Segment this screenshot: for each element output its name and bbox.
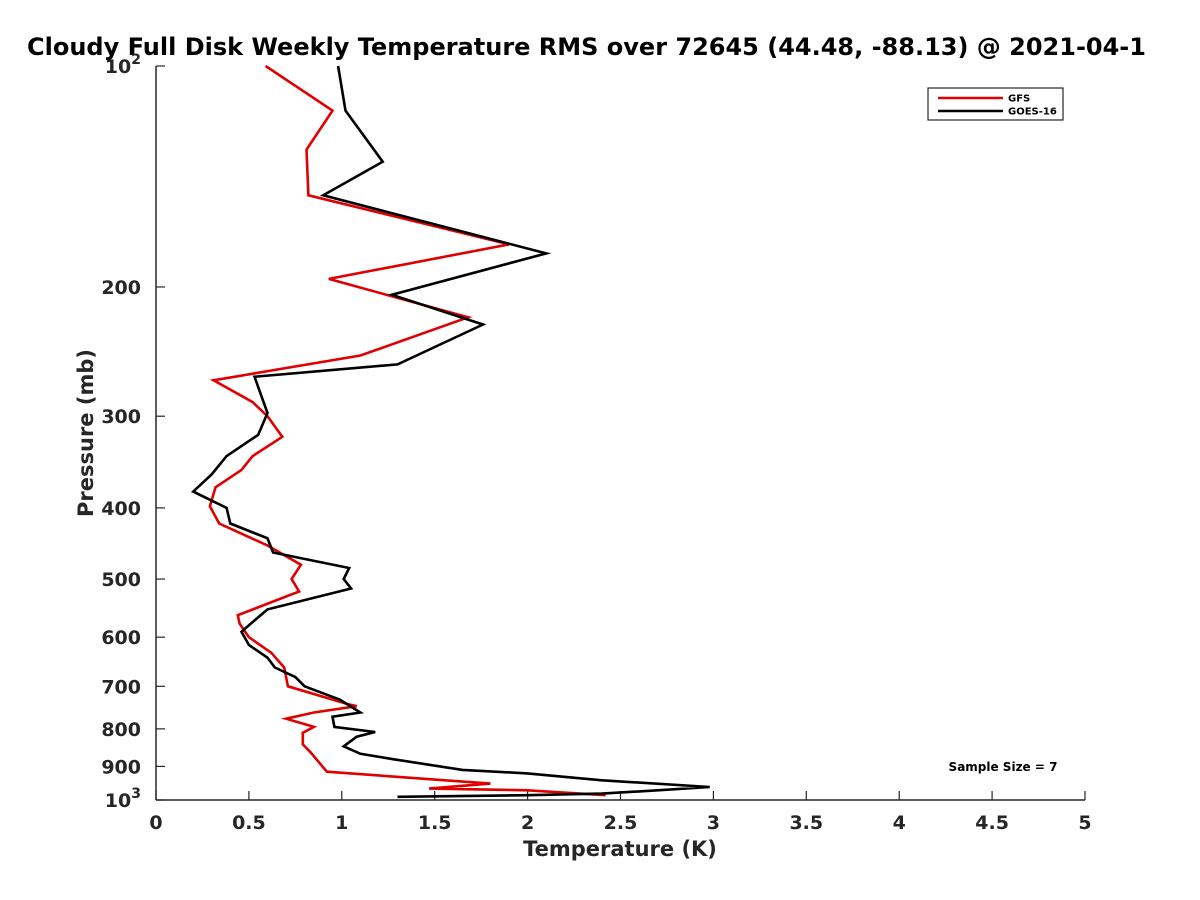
x-tick-label: 1.5	[418, 812, 452, 834]
x-tick-label: 0.5	[232, 812, 266, 834]
y-axis-label: Pressure (mb)	[74, 349, 98, 517]
series-line-gfs	[208, 64, 606, 797]
y-tick-label: 500	[101, 569, 141, 591]
y-tick-label: 800	[101, 719, 141, 741]
x-tick-label: 1	[335, 812, 348, 834]
y-tick-label: 103	[105, 786, 141, 812]
x-tick-label: 0	[149, 812, 162, 834]
legend-box	[927, 87, 1064, 121]
x-tick-label: 3	[707, 812, 720, 834]
series-line-goes-16	[190, 65, 710, 799]
y-tick-label: 900	[101, 756, 141, 778]
x-tick-label: 4	[893, 812, 906, 834]
y-tick-label: 300	[101, 406, 141, 428]
y-tick-label: 600	[101, 627, 141, 649]
axes: 0 0.5 1 1.5 2 2.5 3 3.5 4 4.5 5 102 200 300 400 500 600 7…	[101, 52, 1091, 834]
y-tick-label: 200	[101, 277, 141, 299]
x-tick-label: 2.5	[604, 812, 638, 834]
x-tick-label: 2	[521, 812, 534, 834]
chart-title: Cloudy Full Disk Weekly Temperature RMS …	[27, 33, 1146, 61]
legend-label: GOES-16	[1008, 107, 1057, 118]
y-tick-label: 400	[101, 498, 141, 520]
series-layer	[190, 64, 710, 799]
y-tick-label: 700	[101, 676, 141, 698]
x-tick-label: 4.5	[975, 812, 1009, 834]
sample-size-annotation: Sample Size = 7	[949, 760, 1058, 774]
legend-label: GFS	[1008, 94, 1030, 105]
x-tick-label: 3.5	[789, 812, 823, 834]
x-tick-label: 5	[1078, 812, 1091, 834]
y-tick-label: 102	[105, 52, 141, 78]
legend: GFS GOES-16	[927, 87, 1064, 121]
x-axis-label: Temperature (K)	[523, 837, 717, 861]
